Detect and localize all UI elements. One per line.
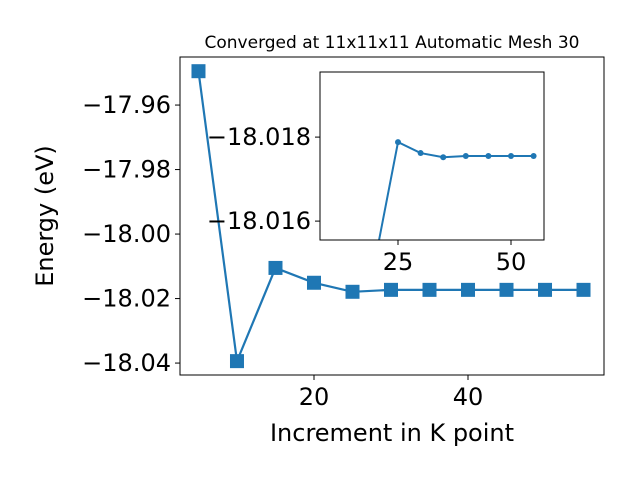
marker — [576, 282, 591, 297]
chart-title: Converged at 11x11x11 Automatic Mesh 30 — [205, 33, 580, 53]
line — [378, 140, 534, 240]
x-tick-label: 40 — [453, 383, 484, 411]
marker — [462, 153, 469, 159]
plot-content — [191, 64, 591, 369]
marker — [499, 282, 514, 297]
y-tick-label: −17.96 — [82, 91, 171, 119]
y-axis-label: Energy (eV) — [31, 145, 59, 287]
marker — [530, 153, 537, 159]
x-tick-label: 50 — [496, 248, 527, 276]
marker — [383, 282, 398, 297]
y-tick-label: −17.98 — [82, 156, 171, 184]
marker — [461, 282, 476, 297]
y-tick-label: −18.04 — [82, 349, 171, 377]
marker — [268, 260, 283, 275]
y-tick-label: −18.02 — [82, 285, 171, 313]
plot-content — [378, 139, 537, 240]
marker — [191, 64, 206, 79]
marker — [417, 150, 424, 157]
marker — [538, 282, 553, 297]
marker — [395, 139, 402, 146]
marker — [306, 275, 321, 290]
y-tick-label: −18.00 — [82, 220, 171, 248]
x-tick-label: 20 — [299, 383, 330, 411]
marker — [440, 154, 447, 161]
y-tick-label: −18.018 — [207, 123, 311, 151]
marker — [345, 284, 360, 299]
y-tick-label: −18.016 — [207, 207, 311, 235]
axes-frame — [179, 56, 605, 376]
marker — [485, 153, 492, 159]
marker — [422, 282, 437, 297]
marker — [229, 354, 244, 369]
marker — [508, 153, 515, 159]
axes-frame — [319, 71, 545, 241]
x-tick-label: 25 — [383, 248, 414, 276]
x-axis-label: Increment in K point — [270, 419, 514, 447]
